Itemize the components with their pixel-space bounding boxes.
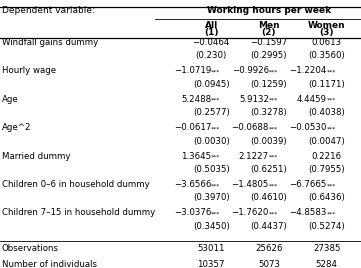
Text: ***: ***: [269, 183, 278, 188]
Text: (0.3278): (0.3278): [251, 108, 287, 117]
Text: −1.0719: −1.0719: [174, 66, 211, 75]
Text: Dependent variable:: Dependent variable:: [2, 6, 95, 15]
Text: ***: ***: [327, 69, 336, 75]
Text: 1.3645: 1.3645: [181, 152, 211, 161]
Text: 5.2488: 5.2488: [181, 95, 211, 104]
Text: (0.0047): (0.0047): [308, 137, 345, 146]
Text: −0.0688: −0.0688: [231, 123, 269, 132]
Text: −1.2204: −1.2204: [289, 66, 327, 75]
Text: ***: ***: [269, 98, 278, 103]
Text: ***: ***: [211, 98, 221, 103]
Text: ***: ***: [269, 69, 278, 75]
Text: 25626: 25626: [255, 244, 283, 253]
Text: Children 0–6 in household dummy: Children 0–6 in household dummy: [2, 180, 149, 189]
Text: (3): (3): [319, 28, 334, 37]
Text: (0.5274): (0.5274): [308, 222, 345, 231]
Text: −0.9926: −0.9926: [232, 66, 269, 75]
Text: (0.6436): (0.6436): [308, 193, 345, 202]
Text: 0.0613: 0.0613: [312, 38, 342, 47]
Text: ***: ***: [211, 211, 221, 217]
Text: All: All: [205, 21, 218, 30]
Text: Age^2: Age^2: [2, 123, 31, 132]
Text: −3.6566: −3.6566: [174, 180, 211, 189]
Text: 5284: 5284: [316, 260, 338, 268]
Text: (0.4437): (0.4437): [251, 222, 287, 231]
Text: Windfall gains dummy: Windfall gains dummy: [2, 38, 98, 47]
Text: ***: ***: [327, 98, 336, 103]
Text: ***: ***: [211, 126, 221, 131]
Text: (1): (1): [204, 28, 218, 37]
Text: 5073: 5073: [258, 260, 280, 268]
Text: (0.3970): (0.3970): [193, 193, 230, 202]
Text: Women: Women: [308, 21, 345, 30]
Text: −3.0376: −3.0376: [174, 209, 211, 217]
Text: −4.8583: −4.8583: [289, 209, 327, 217]
Text: ***: ***: [269, 155, 278, 160]
Text: ***: ***: [211, 183, 221, 188]
Text: 2.1227: 2.1227: [239, 152, 269, 161]
Text: ***: ***: [327, 211, 336, 217]
Text: (0.230): (0.230): [196, 51, 227, 60]
Text: (0.1171): (0.1171): [308, 80, 345, 89]
Text: ***: ***: [211, 69, 221, 75]
Text: Hourly wage: Hourly wage: [2, 66, 56, 75]
Text: (0.4610): (0.4610): [251, 193, 287, 202]
Text: −0.1597: −0.1597: [250, 38, 288, 47]
Text: Men: Men: [258, 21, 280, 30]
Text: Age: Age: [2, 95, 18, 104]
Text: −6.7665: −6.7665: [289, 180, 327, 189]
Text: ***: ***: [327, 126, 336, 131]
Text: ***: ***: [211, 155, 221, 160]
Text: 10357: 10357: [197, 260, 225, 268]
Text: (0.2995): (0.2995): [251, 51, 287, 60]
Text: 53011: 53011: [197, 244, 225, 253]
Text: 4.4459: 4.4459: [297, 95, 327, 104]
Text: −1.4805: −1.4805: [231, 180, 269, 189]
Text: (0.0030): (0.0030): [193, 137, 230, 146]
Text: Observations: Observations: [2, 244, 59, 253]
Text: Married dummy: Married dummy: [2, 152, 70, 161]
Text: Number of individuals: Number of individuals: [2, 260, 97, 268]
Text: ***: ***: [269, 126, 278, 131]
Text: ***: ***: [269, 211, 278, 217]
Text: (0.4038): (0.4038): [308, 108, 345, 117]
Text: −0.0530: −0.0530: [289, 123, 327, 132]
Text: Children 7–15 in household dummy: Children 7–15 in household dummy: [2, 209, 155, 217]
Text: (0.3560): (0.3560): [308, 51, 345, 60]
Text: (0.5035): (0.5035): [193, 165, 230, 174]
Text: Working hours per week: Working hours per week: [207, 6, 331, 15]
Text: (0.7955): (0.7955): [308, 165, 345, 174]
Text: ***: ***: [327, 183, 336, 188]
Text: −1.7620: −1.7620: [231, 209, 269, 217]
Text: (0.1259): (0.1259): [251, 80, 287, 89]
Text: (0.2577): (0.2577): [193, 108, 230, 117]
Text: 0.2216: 0.2216: [312, 152, 342, 161]
Text: (0.3450): (0.3450): [193, 222, 230, 231]
Text: (0.0945): (0.0945): [193, 80, 230, 89]
Text: −0.0617: −0.0617: [174, 123, 211, 132]
Text: 27385: 27385: [313, 244, 340, 253]
Text: −0.0464: −0.0464: [192, 38, 230, 47]
Text: (0.0039): (0.0039): [251, 137, 287, 146]
Text: (0.6251): (0.6251): [251, 165, 287, 174]
Text: 5.9132: 5.9132: [239, 95, 269, 104]
Text: (2): (2): [262, 28, 276, 37]
